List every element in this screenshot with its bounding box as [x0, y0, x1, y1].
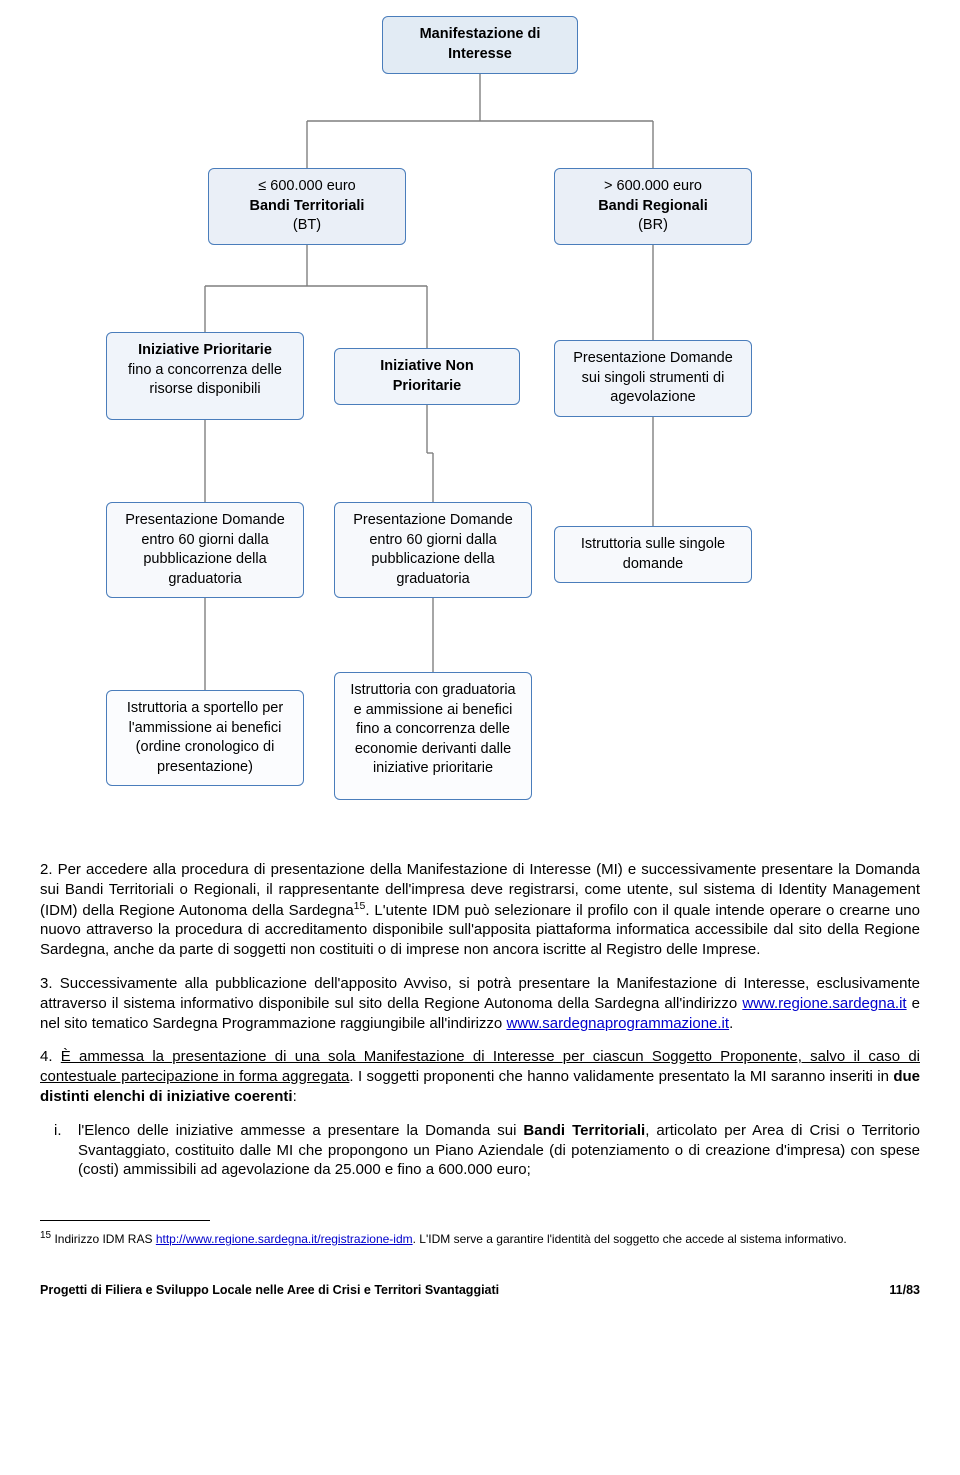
node-br: > 600.000 euroBandi Regionali(BR)	[554, 168, 752, 245]
footnote-number: 15	[40, 1230, 51, 1241]
footnote-15: 15 Indirizzo IDM RAS http://www.regione.…	[40, 1229, 920, 1247]
node-bt: ≤ 600.000 euroBandi Territoriali(BT)	[208, 168, 406, 245]
node-line: Bandi Regionali	[565, 197, 741, 217]
node-line: (BR)	[565, 216, 741, 236]
node-ip: Iniziative Prioritariefino a concorrenza…	[106, 332, 304, 420]
page-footer: Progetti di Filiera e Sviluppo Locale ne…	[40, 1283, 920, 1297]
p3-text-c: .	[729, 1015, 733, 1032]
node-line: Presentazione Domande	[117, 511, 293, 531]
footnote-text-a: Indirizzo IDM RAS	[51, 1232, 156, 1246]
item-i-bold: Bandi Territoriali	[523, 1122, 645, 1139]
node-line: Istruttoria a sportello per l'ammissione…	[117, 699, 293, 777]
node-line: entro 60 giorni dalla pubblicazione dell…	[117, 531, 293, 590]
node-istr-sportello: Istruttoria a sportello per l'ammissione…	[106, 690, 304, 786]
node-istr-singole: Istruttoria sulle singole domande	[554, 526, 752, 583]
paragraph-4: 4. È ammessa la presentazione di una sol…	[40, 1047, 920, 1106]
node-line: Iniziative Prioritarie	[117, 341, 293, 361]
node-line: Manifestazione di	[393, 25, 567, 45]
p4-text-a: . I soggetti proponenti che hanno valida…	[349, 1068, 893, 1085]
link-regione-sardegna[interactable]: www.regione.sardegna.it	[742, 995, 906, 1012]
paragraph-2: 2. Per accedere alla procedura di presen…	[40, 860, 920, 960]
node-line: (BT)	[219, 216, 395, 236]
node-line: Istruttoria sulle singole domande	[565, 535, 741, 574]
footer-title: Progetti di Filiera e Sviluppo Locale ne…	[40, 1283, 499, 1297]
p2-footnote-ref: 15	[354, 900, 366, 912]
node-line: Bandi Territoriali	[219, 197, 395, 217]
node-line: > 600.000 euro	[565, 177, 741, 197]
link-sardegna-programmazione[interactable]: www.sardegnaprogrammazione.it	[506, 1015, 729, 1032]
node-line: Interesse	[393, 45, 567, 65]
node-line: Presentazione Domande sui singoli strume…	[565, 349, 741, 408]
node-inp: Iniziative NonPrioritarie	[334, 348, 520, 405]
node-pd60-right: Presentazione Domandeentro 60 giorni dal…	[334, 502, 532, 598]
p4-text-b: :	[293, 1088, 297, 1105]
footnote-rule	[40, 1220, 210, 1221]
tree-diagram: Manifestazione diInteresse ≤ 600.000 euro…	[40, 10, 920, 840]
node-line: Istruttoria con graduatoria e ammissione…	[345, 681, 521, 779]
item-i-text-a: l'Elenco delle iniziative ammesse a pres…	[78, 1122, 523, 1139]
footer-page-number: 11/83	[889, 1283, 920, 1297]
node-istr-grad: Istruttoria con graduatoria e ammissione…	[334, 672, 532, 800]
node-line: fino a concorrenza delle risorse disponi…	[117, 361, 293, 400]
footnote-text-b: . L'IDM serve a garantire l'identità del…	[413, 1232, 847, 1246]
paragraph-3: 3. Successivamente alla pubblicazione de…	[40, 974, 920, 1033]
node-line: entro 60 giorni dalla pubblicazione dell…	[345, 531, 521, 590]
node-line: ≤ 600.000 euro	[219, 177, 395, 197]
list-marker-i: i.	[54, 1121, 78, 1141]
footnote-link[interactable]: http://www.regione.sardegna.it/registraz…	[156, 1232, 413, 1246]
node-pd-agev: Presentazione Domande sui singoli strume…	[554, 340, 752, 417]
list-item-i: i.l'Elenco delle iniziative ammesse a pr…	[78, 1121, 920, 1180]
document-body: 2. Per accedere alla procedura di presen…	[40, 860, 920, 1180]
node-line: Prioritarie	[345, 377, 509, 397]
node-root: Manifestazione diInteresse	[382, 16, 578, 74]
node-line: Iniziative Non	[345, 357, 509, 377]
node-line: Presentazione Domande	[345, 511, 521, 531]
node-pd60-left: Presentazione Domandeentro 60 giorni dal…	[106, 502, 304, 598]
